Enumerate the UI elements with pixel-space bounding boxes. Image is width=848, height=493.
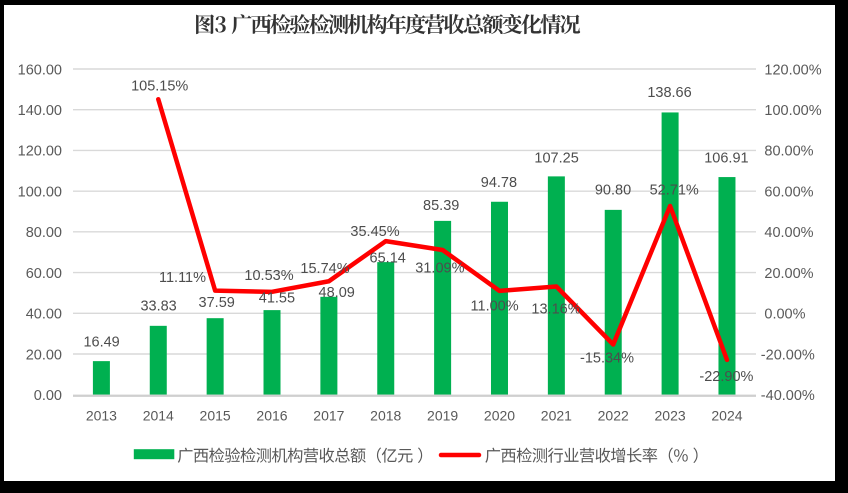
- svg-text:160.00: 160.00: [18, 62, 62, 78]
- svg-text:2014: 2014: [143, 408, 174, 424]
- svg-text:35.45%: 35.45%: [350, 224, 399, 240]
- svg-text:11.11%: 11.11%: [159, 270, 206, 286]
- svg-text:2013: 2013: [86, 408, 117, 424]
- svg-text:2019: 2019: [427, 408, 458, 424]
- svg-text:2018: 2018: [370, 408, 401, 424]
- svg-text:15.74%: 15.74%: [300, 261, 349, 277]
- svg-text:106.91: 106.91: [704, 151, 748, 167]
- svg-text:65.14: 65.14: [370, 250, 406, 266]
- svg-text:52.71%: 52.71%: [650, 182, 699, 198]
- svg-text:2023: 2023: [655, 408, 686, 424]
- svg-text:-22.90%: -22.90%: [699, 369, 753, 385]
- svg-text:20.00%: 20.00%: [764, 266, 813, 282]
- svg-text:60.00: 60.00: [26, 266, 62, 282]
- svg-text:0.00: 0.00: [34, 388, 62, 404]
- svg-text:31.09%: 31.09%: [415, 260, 464, 276]
- svg-text:90.80: 90.80: [595, 182, 631, 198]
- svg-text:120.00: 120.00: [18, 144, 62, 160]
- svg-text:100.00: 100.00: [18, 184, 62, 200]
- svg-text:2022: 2022: [598, 408, 629, 424]
- svg-text:120.00%: 120.00%: [764, 62, 821, 78]
- svg-text:40.00%: 40.00%: [764, 225, 813, 241]
- svg-text:85.39: 85.39: [423, 198, 459, 214]
- svg-text:2021: 2021: [541, 408, 572, 424]
- svg-text:2016: 2016: [256, 408, 287, 424]
- svg-text:60.00%: 60.00%: [764, 184, 813, 200]
- svg-text:16.49: 16.49: [83, 334, 119, 350]
- svg-text:105.15%: 105.15%: [131, 78, 188, 94]
- svg-text:40.00: 40.00: [26, 307, 62, 323]
- svg-text:-40.00%: -40.00%: [761, 388, 815, 404]
- svg-text:138.66: 138.66: [647, 85, 691, 101]
- svg-text:2017: 2017: [313, 408, 344, 424]
- svg-text:41.55: 41.55: [259, 291, 295, 307]
- svg-text:2024: 2024: [711, 408, 742, 424]
- svg-text:2015: 2015: [200, 408, 231, 424]
- svg-text:48.09: 48.09: [319, 285, 355, 301]
- svg-text:94.78: 94.78: [481, 175, 517, 191]
- svg-text:33.83: 33.83: [140, 299, 176, 315]
- svg-text:10.53%: 10.53%: [244, 268, 293, 284]
- svg-text:107.25: 107.25: [534, 151, 578, 167]
- svg-text:100.00%: 100.00%: [764, 103, 821, 119]
- svg-text:11.00%: 11.00%: [471, 299, 519, 315]
- svg-text:-15.34%: -15.34%: [580, 351, 634, 367]
- svg-text:13.16%: 13.16%: [531, 301, 580, 317]
- svg-text:37.59: 37.59: [199, 295, 235, 311]
- svg-text:2020: 2020: [484, 408, 515, 424]
- svg-text:0.00%: 0.00%: [764, 307, 805, 323]
- svg-text:80.00%: 80.00%: [764, 144, 813, 160]
- svg-text:20.00: 20.00: [26, 347, 62, 363]
- svg-text:80.00: 80.00: [26, 225, 62, 241]
- svg-text:-20.00%: -20.00%: [761, 347, 815, 363]
- svg-text:140.00: 140.00: [18, 103, 62, 119]
